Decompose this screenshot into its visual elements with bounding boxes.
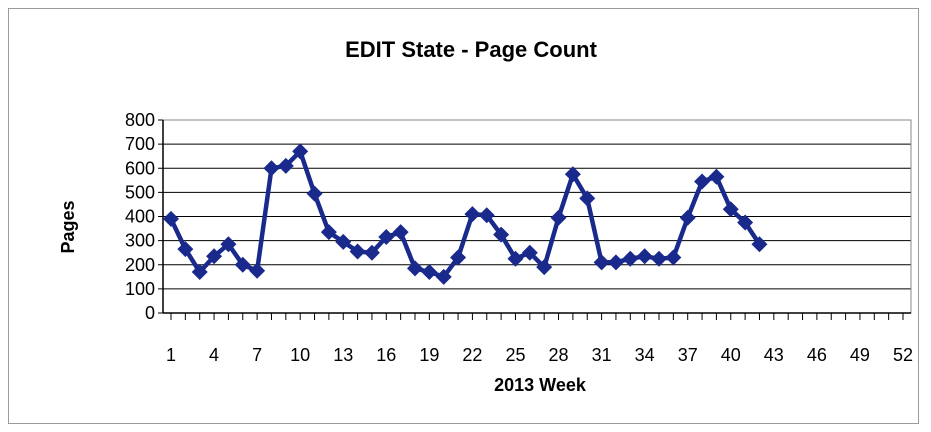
data-point-marker: [622, 250, 639, 267]
data-point-marker: [263, 160, 280, 177]
data-point-marker: [751, 236, 768, 253]
x-tick-label: 13: [333, 345, 353, 365]
data-point-marker: [694, 173, 711, 190]
data-point-marker: [450, 249, 467, 266]
data-point-marker: [708, 168, 725, 185]
x-tick-labels: 1 4 7 10 13 16 19 22 25 28 31 34 37 40 43 46 49 52: [166, 345, 913, 365]
data-point-marker: [378, 229, 395, 246]
data-point-marker: [593, 254, 610, 271]
data-point-marker: [464, 206, 481, 223]
data-point-marker: [421, 263, 438, 280]
x-tick-label: 43: [764, 345, 784, 365]
data-point-marker: [320, 224, 337, 241]
data-point-marker: [722, 201, 739, 218]
x-axis-label: 2013 Week: [494, 375, 587, 395]
data-point-marker: [335, 233, 352, 250]
y-tick-labels: 0 100 200 300 400 500 600 700 800: [125, 110, 155, 323]
y-tick-label: 300: [125, 231, 155, 251]
x-tick-label: 46: [807, 345, 827, 365]
data-point-marker: [249, 262, 266, 279]
data-point-marker: [651, 250, 667, 267]
x-tick-label: 28: [549, 345, 569, 365]
data-point-marker: [234, 256, 251, 273]
data-point-marker: [163, 210, 179, 227]
data-point-marker: [665, 249, 682, 266]
y-tick-label: 400: [125, 207, 155, 227]
y-tick-label: 700: [125, 134, 155, 154]
data-point-marker: [679, 209, 696, 226]
data-point-marker: [550, 209, 567, 226]
data-point-marker: [191, 263, 208, 280]
y-tick-label: 500: [125, 182, 155, 202]
data-point-marker: [435, 268, 452, 285]
data-point-marker: [277, 157, 294, 174]
series: [163, 143, 768, 285]
x-tick-label: 31: [592, 345, 612, 365]
chart-frame: EDIT State - Page Count 0 100 200 300 400 500…: [8, 8, 919, 424]
data-point-marker: [607, 254, 624, 271]
y-tick-label: 600: [125, 158, 155, 178]
x-tick-label: 4: [209, 345, 219, 365]
data-point-marker: [292, 143, 309, 160]
chart-title: EDIT State - Page Count: [345, 37, 597, 62]
data-point-marker: [564, 166, 581, 183]
x-tick-label: 52: [893, 345, 913, 365]
x-tick-label: 37: [678, 345, 698, 365]
data-point-marker: [206, 248, 223, 265]
x-tick-label: 1: [166, 345, 176, 365]
data-point-marker: [579, 190, 596, 207]
data-point-marker: [536, 259, 553, 276]
chart-svg: EDIT State - Page Count 0 100 200 300 400 500…: [58, 37, 913, 395]
y-tick-label: 200: [125, 255, 155, 275]
x-tick-label: 19: [419, 345, 439, 365]
data-point-marker: [349, 243, 366, 260]
y-tick-label: 0: [145, 303, 155, 323]
data-point-marker: [521, 244, 538, 261]
data-point-marker: [177, 241, 194, 258]
data-point-marker: [636, 248, 653, 265]
x-tick-label: 16: [376, 345, 396, 365]
y-tick-label: 800: [125, 110, 155, 130]
grid: [163, 119, 911, 290]
y-axis-label: Pages: [58, 200, 78, 253]
data-point-marker: [363, 244, 380, 261]
x-tick-label: 40: [721, 345, 741, 365]
x-tick-label: 22: [462, 345, 482, 365]
data-point-marker: [493, 226, 510, 243]
data-point-marker: [220, 236, 237, 253]
x-tick-label: 34: [635, 345, 655, 365]
data-point-marker: [507, 250, 524, 267]
data-point-marker: [478, 207, 495, 224]
x-tick-label: 25: [505, 345, 525, 365]
data-point-marker: [737, 214, 754, 231]
data-point-marker: [392, 224, 409, 241]
x-tick-label: 7: [252, 345, 262, 365]
data-point-marker: [407, 260, 423, 277]
y-tick-label: 100: [125, 279, 155, 299]
axes: [158, 119, 911, 320]
data-point-marker: [306, 185, 323, 202]
x-tick-label: 10: [290, 345, 310, 365]
x-tick-label: 49: [850, 345, 870, 365]
